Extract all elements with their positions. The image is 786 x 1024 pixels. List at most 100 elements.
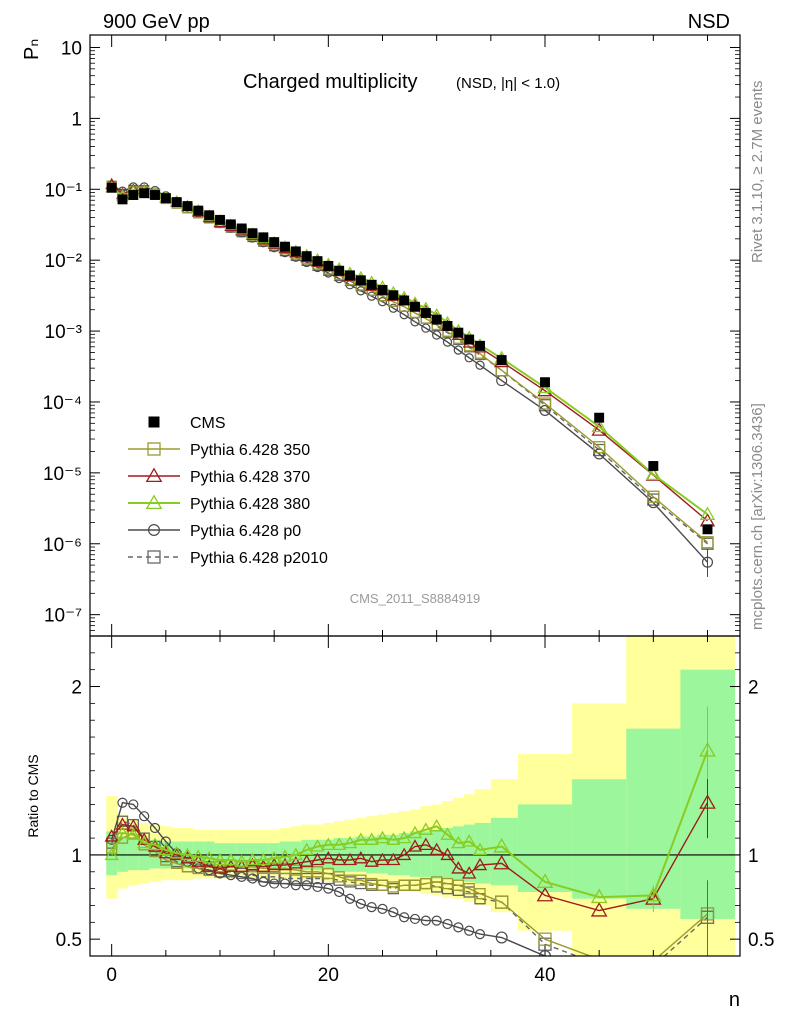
data-point xyxy=(431,314,442,325)
ratio-point xyxy=(440,827,455,840)
data-point xyxy=(432,330,442,340)
data-point xyxy=(171,197,182,208)
ratio-point xyxy=(472,842,488,856)
ratio-point xyxy=(137,832,152,845)
ratio-point xyxy=(192,862,204,875)
ratio-point xyxy=(431,876,443,888)
data-point xyxy=(593,448,605,460)
ratio-point xyxy=(149,822,161,834)
ratio-point xyxy=(399,912,410,923)
ratio-point xyxy=(474,888,486,900)
legend-marker xyxy=(147,442,161,456)
series-line xyxy=(111,185,708,545)
ratio-point xyxy=(245,852,260,866)
upper-axis: 10⁻⁷ 10⁻⁶ 10⁻⁵ 10⁻⁴ 10⁻³ 10⁻² 10⁻¹ 1 10 xyxy=(43,35,740,637)
ratio-point xyxy=(104,847,119,861)
ratio-point xyxy=(590,902,608,917)
band-inner xyxy=(626,728,681,909)
data-point xyxy=(388,303,398,313)
ratio-point xyxy=(590,888,608,904)
ratio-point xyxy=(464,925,475,936)
ratio-point xyxy=(429,842,444,856)
ratio-point xyxy=(472,857,488,871)
ratio-tick-label-right: 2 xyxy=(748,678,759,699)
y-tick-label: 1 xyxy=(71,109,82,130)
data-point xyxy=(345,270,355,281)
band-inner xyxy=(247,843,259,869)
ratio-point xyxy=(441,877,454,890)
legend-marker xyxy=(145,494,163,510)
ratio-point xyxy=(375,852,390,866)
ratio-point xyxy=(398,879,410,891)
data-point xyxy=(290,246,301,257)
data-point xyxy=(420,308,431,318)
ratio-point xyxy=(234,854,249,867)
series-mc-1 xyxy=(106,181,714,549)
ratio-point xyxy=(538,932,552,946)
x-tick-label: 40 xyxy=(534,965,555,986)
ratio-point xyxy=(301,880,312,891)
legend-marker xyxy=(145,467,163,483)
data-point xyxy=(258,232,269,243)
data-point xyxy=(150,190,160,200)
ratio-point xyxy=(332,852,347,866)
ratio-point xyxy=(158,842,173,856)
ratio-point xyxy=(332,837,347,850)
ratio-point xyxy=(463,882,475,895)
ratio-point xyxy=(474,929,486,940)
ratio-point xyxy=(409,879,421,891)
data-point xyxy=(399,295,410,306)
plot-title: Charged multiplicity xyxy=(243,71,418,93)
band-inner xyxy=(463,824,476,882)
ratio-point xyxy=(451,861,466,874)
x-tick-label: 0 xyxy=(106,965,117,986)
ratio-tick-label-right: 1 xyxy=(748,846,759,867)
data-point xyxy=(648,461,659,471)
data-point xyxy=(377,297,388,307)
ratio-tick-label-right: 0.5 xyxy=(748,930,774,951)
ratio-point xyxy=(451,835,466,849)
legend-label: Pythia 6.428 p0 xyxy=(190,523,301,540)
ratio-point xyxy=(333,871,345,883)
ratio-point xyxy=(139,811,150,822)
data-point xyxy=(539,404,551,416)
ratio-point xyxy=(431,915,442,926)
ratio-point xyxy=(409,913,421,925)
data-point xyxy=(699,506,716,520)
ratio-point xyxy=(312,881,323,893)
data-point xyxy=(453,345,463,355)
data-point xyxy=(106,182,117,193)
band-inner xyxy=(517,804,573,892)
lower-frame xyxy=(89,635,741,957)
ratio-point xyxy=(386,832,401,845)
ratio-point xyxy=(104,829,119,842)
ratio-point xyxy=(126,827,141,840)
data-point xyxy=(334,265,345,276)
ratio-point xyxy=(311,866,324,878)
band-inner xyxy=(572,779,627,899)
data-point xyxy=(647,490,660,503)
y-axis-label: Pₙ xyxy=(21,39,43,60)
data-point xyxy=(312,256,323,267)
series-cms xyxy=(106,182,713,535)
legend-label: CMS xyxy=(190,415,226,432)
ratio-tick-label: 2 xyxy=(71,678,82,699)
ratio-series-group xyxy=(104,706,716,956)
ratio-point xyxy=(344,874,356,886)
upper-data xyxy=(105,177,716,577)
ratio-point xyxy=(364,832,379,845)
ratio-point xyxy=(366,902,377,913)
data-point xyxy=(594,412,605,423)
ratio-point xyxy=(376,879,389,891)
x-tick-label: 20 xyxy=(318,965,339,986)
ratio-point xyxy=(462,834,477,847)
y-tick-label: 10⁻¹ xyxy=(45,180,83,201)
ratio-point xyxy=(191,849,206,862)
legend-label: Pythia 6.428 p2010 xyxy=(190,550,328,567)
rivet-info-label: Rivet 3.1.10, ≥ 2.7M events xyxy=(749,81,766,264)
ratio-point xyxy=(202,851,217,864)
x-axis-label: n xyxy=(729,989,740,1011)
data-point xyxy=(701,536,714,549)
ratio-point xyxy=(353,832,368,845)
ratio-point xyxy=(269,878,280,889)
